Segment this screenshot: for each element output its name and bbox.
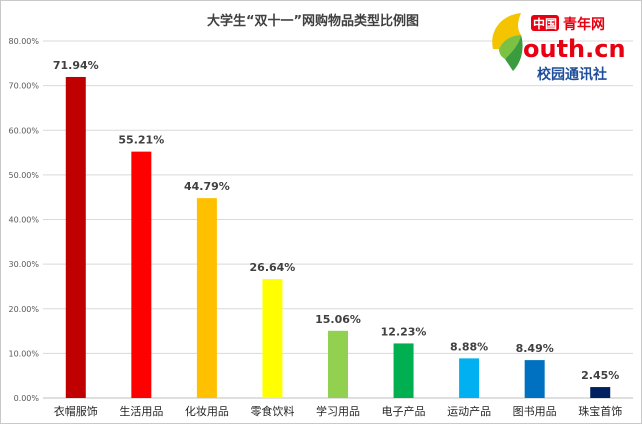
youth-cn-logo: 中国 青年网 outh.cn 校园通讯社 (487, 9, 637, 85)
data-label: 8.49% (516, 342, 554, 355)
y-tick-label: 20.00% (8, 305, 39, 314)
data-label: 12.23% (381, 325, 427, 338)
bar (328, 330, 348, 398)
y-tick-label: 60.00% (8, 126, 39, 135)
data-label: 55.21% (118, 134, 164, 147)
bar (65, 76, 86, 399)
bar (196, 198, 217, 398)
y-tick-label: 40.00% (8, 216, 39, 225)
x-axis-ticks: 衣帽服饰 生活用品 化妆用品 零食饮料 学习用品 电子产品 运动产品 图书用品 珠宝首饰 (54, 404, 622, 418)
leaf-shape-icon (499, 35, 521, 59)
bars (65, 76, 611, 399)
x-tick-label: 电子产品 (382, 404, 426, 418)
y-tick-label: 80.00% (8, 37, 39, 46)
data-label: 26.64% (250, 261, 296, 274)
bar (524, 360, 545, 398)
data-label: 15.06% (315, 313, 361, 326)
data-label: 44.79% (184, 180, 230, 193)
brand-badge (531, 15, 559, 31)
x-tick-label: 衣帽服饰 (54, 404, 98, 418)
brand-cn-text: 中国 (533, 16, 557, 31)
y-tick-label: 70.00% (8, 82, 39, 91)
x-tick-label: 化妆用品 (185, 404, 229, 418)
x-tick-label: 零食饮料 (250, 404, 294, 418)
data-label: 8.88% (450, 340, 488, 353)
x-tick-label: 运动产品 (447, 404, 491, 418)
bar (262, 279, 283, 398)
y-tick-label: 30.00% (8, 260, 39, 269)
chart-title: 大学生“双十一”网购物品类型比例图 (207, 13, 419, 29)
leaf-shape-icon (492, 13, 521, 49)
brand-subtitle-text: 校园通讯社 (537, 66, 607, 83)
x-tick-label: 图书用品 (513, 405, 557, 418)
x-tick-label: 生活用品 (119, 404, 163, 418)
brand-cn2-text: 青年网 (563, 16, 605, 33)
bar (131, 151, 152, 398)
bar (393, 343, 414, 398)
data-label: 71.94% (53, 59, 99, 72)
brand-en-text: outh.cn (523, 35, 626, 63)
y-axis-ticks: 0.00% 10.00% 20.00% 30.00% 40.00% 50.00% 60.00… (8, 37, 39, 403)
data-labels: 71.94% 55.21% 44.79% 26.64% 15.06% 12.23% 8.88… (53, 59, 619, 382)
bar (590, 387, 611, 398)
data-label: 2.45% (581, 369, 619, 382)
y-tick-label: 0.00% (14, 394, 40, 403)
y-tick-label: 50.00% (8, 171, 39, 180)
x-tick-label: 珠宝首饰 (578, 404, 622, 418)
x-tick-label: 学习用品 (316, 404, 360, 418)
leaf-shape-icon (505, 35, 523, 71)
y-tick-label: 10.00% (8, 349, 39, 358)
bar (459, 358, 480, 398)
logo-graphic: 中国 青年网 outh.cn 校园通讯社 (492, 13, 626, 83)
